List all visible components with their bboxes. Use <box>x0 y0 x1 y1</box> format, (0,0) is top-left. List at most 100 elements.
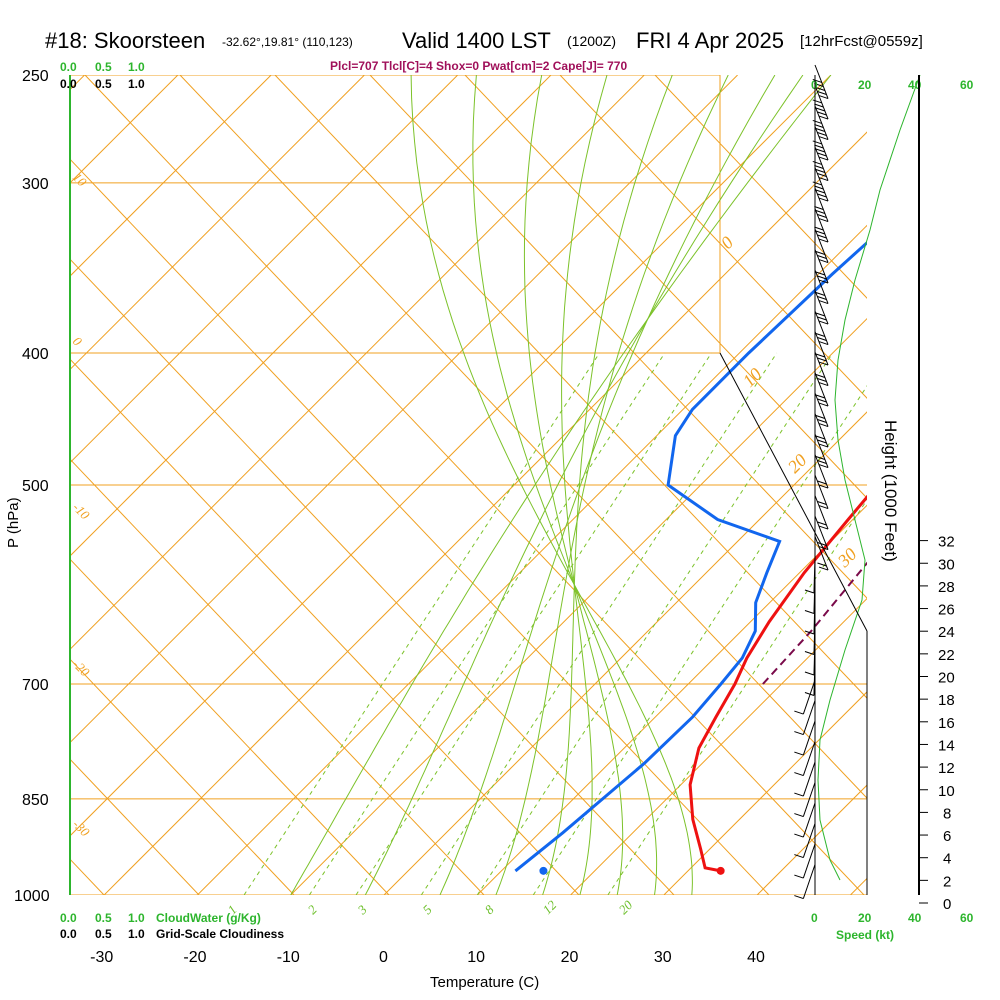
wind-barb-feather <box>814 103 824 108</box>
wind-barb <box>814 495 829 530</box>
wind-barb-feather <box>794 751 804 756</box>
wind-barb-feather <box>817 152 827 157</box>
thermo-grid <box>0 75 867 895</box>
y-axis-label: P (hPa) <box>5 497 22 548</box>
wind-barb <box>814 228 829 263</box>
wind-barb-feather <box>812 119 822 124</box>
dry-adiabat-line <box>70 458 485 895</box>
moist-adiabat-line <box>410 75 693 895</box>
cloudwater-bottom-tick: 0.0 <box>60 911 77 925</box>
wind-barb-feather <box>818 156 829 161</box>
utc-time: (1200Z) <box>567 33 616 49</box>
height-tick-label: 12 <box>938 760 955 777</box>
surface-dewpoint-dot <box>539 866 548 875</box>
temp-tick-label: 0 <box>379 949 388 966</box>
speed-axis-label: Speed (kt) <box>836 928 894 942</box>
mixing-ratio-line <box>607 498 867 895</box>
pressure-tick-label: 850 <box>22 792 49 809</box>
wind-barb-feather <box>818 238 829 243</box>
speed-tick-label: 0 <box>811 911 818 925</box>
wind-barb-feather <box>818 464 829 469</box>
wind-barb-feather <box>817 111 827 116</box>
wind-barb <box>814 187 829 222</box>
surface-temp-dot <box>716 866 725 875</box>
height-tick-label: 22 <box>938 647 955 664</box>
forecast-info: [12hrFcst@0559z] <box>800 33 923 50</box>
mixing-ratio-line <box>476 352 834 895</box>
wind-barb-feather <box>817 357 827 362</box>
height-tick-label: 2 <box>943 873 951 890</box>
wind-barb-feather <box>818 279 829 284</box>
height-axis-label: Height (1000 Feet) <box>881 420 900 562</box>
wind-barb-feather <box>818 136 829 141</box>
wind-barb-feather <box>814 164 824 169</box>
wind-barbs <box>794 64 829 900</box>
wind-barb <box>802 761 816 797</box>
wind-barb <box>802 823 816 858</box>
wind-barb <box>814 536 829 571</box>
wind-barb <box>814 372 829 407</box>
isotherm-line <box>570 597 867 895</box>
temperature-trace <box>688 494 867 873</box>
dry-adiabat-line <box>70 658 295 895</box>
sounding-traces <box>514 240 867 873</box>
wind-barb <box>802 700 816 735</box>
wind-barb-feather <box>818 259 829 264</box>
height-tick-label: 28 <box>938 579 955 596</box>
mixing-ratio-line <box>308 352 666 895</box>
wind-barb <box>814 392 829 427</box>
temp-tick-label: 40 <box>747 949 765 966</box>
temp-tick-label: 20 <box>561 949 579 966</box>
wind-barb-feather <box>804 671 815 676</box>
wind-barb-feather <box>794 833 804 838</box>
dry-adiabat-line <box>654 75 867 299</box>
wind-barb-feather <box>818 300 829 305</box>
wind-barb-feather <box>817 521 827 526</box>
wind-barb-feather <box>804 610 815 614</box>
wind-barb <box>814 64 829 99</box>
temp-tick-label: 30 <box>654 949 672 966</box>
isotherm-label: 0 <box>70 334 86 350</box>
speed-tick-label: 20 <box>858 911 872 925</box>
wind-barb-feather <box>817 193 827 198</box>
height-tick-label: 0 <box>943 896 951 913</box>
mixing-ratio-line <box>243 352 600 895</box>
wind-barb <box>814 290 829 325</box>
isotherm-line <box>290 318 867 895</box>
wind-barb-feather <box>814 123 824 128</box>
wind-barb <box>814 351 829 386</box>
wind-barb-feather <box>815 394 826 399</box>
wind-barb-feather <box>817 337 827 342</box>
cloudiness-bottom-tick: 0.0 <box>60 927 77 941</box>
wind-barb <box>814 331 829 366</box>
wind-barb-feather <box>815 107 826 112</box>
wind-barb-feather <box>794 710 804 715</box>
wind-barb <box>802 741 816 776</box>
wind-barb-feather <box>818 197 829 202</box>
wind-barb-feather <box>817 419 827 424</box>
wind-speed-profile <box>817 74 921 881</box>
wind-barb <box>814 454 829 489</box>
pressure-tick-label: 700 <box>22 677 49 694</box>
wind-barb-feather <box>817 173 827 178</box>
panel-boundary <box>719 352 868 632</box>
height-tick-label: 30 <box>938 556 955 573</box>
wind-barb-feather <box>812 140 822 145</box>
wind-barb-feather <box>815 87 826 91</box>
dry-adiabat-line <box>0 75 9 895</box>
cloudwater-top-tick: 0.5 <box>95 60 112 74</box>
wind-barb-feather <box>817 296 827 301</box>
dry-adiabat-line <box>70 558 390 895</box>
mixing-ratio-label: 3 <box>354 902 370 918</box>
wind-barb-feather <box>794 874 804 879</box>
isotherm-line <box>103 131 867 895</box>
wind-barb-feather <box>815 374 826 378</box>
dry-adiabat-line <box>70 258 675 895</box>
wind-barb-feather <box>817 132 827 137</box>
wind-barb-feather <box>794 854 804 859</box>
wind-barb-feather <box>814 205 824 210</box>
wind-barb-feather <box>818 218 829 223</box>
dry-adiabat-line <box>369 75 867 599</box>
wind-barb-feather <box>814 226 824 231</box>
